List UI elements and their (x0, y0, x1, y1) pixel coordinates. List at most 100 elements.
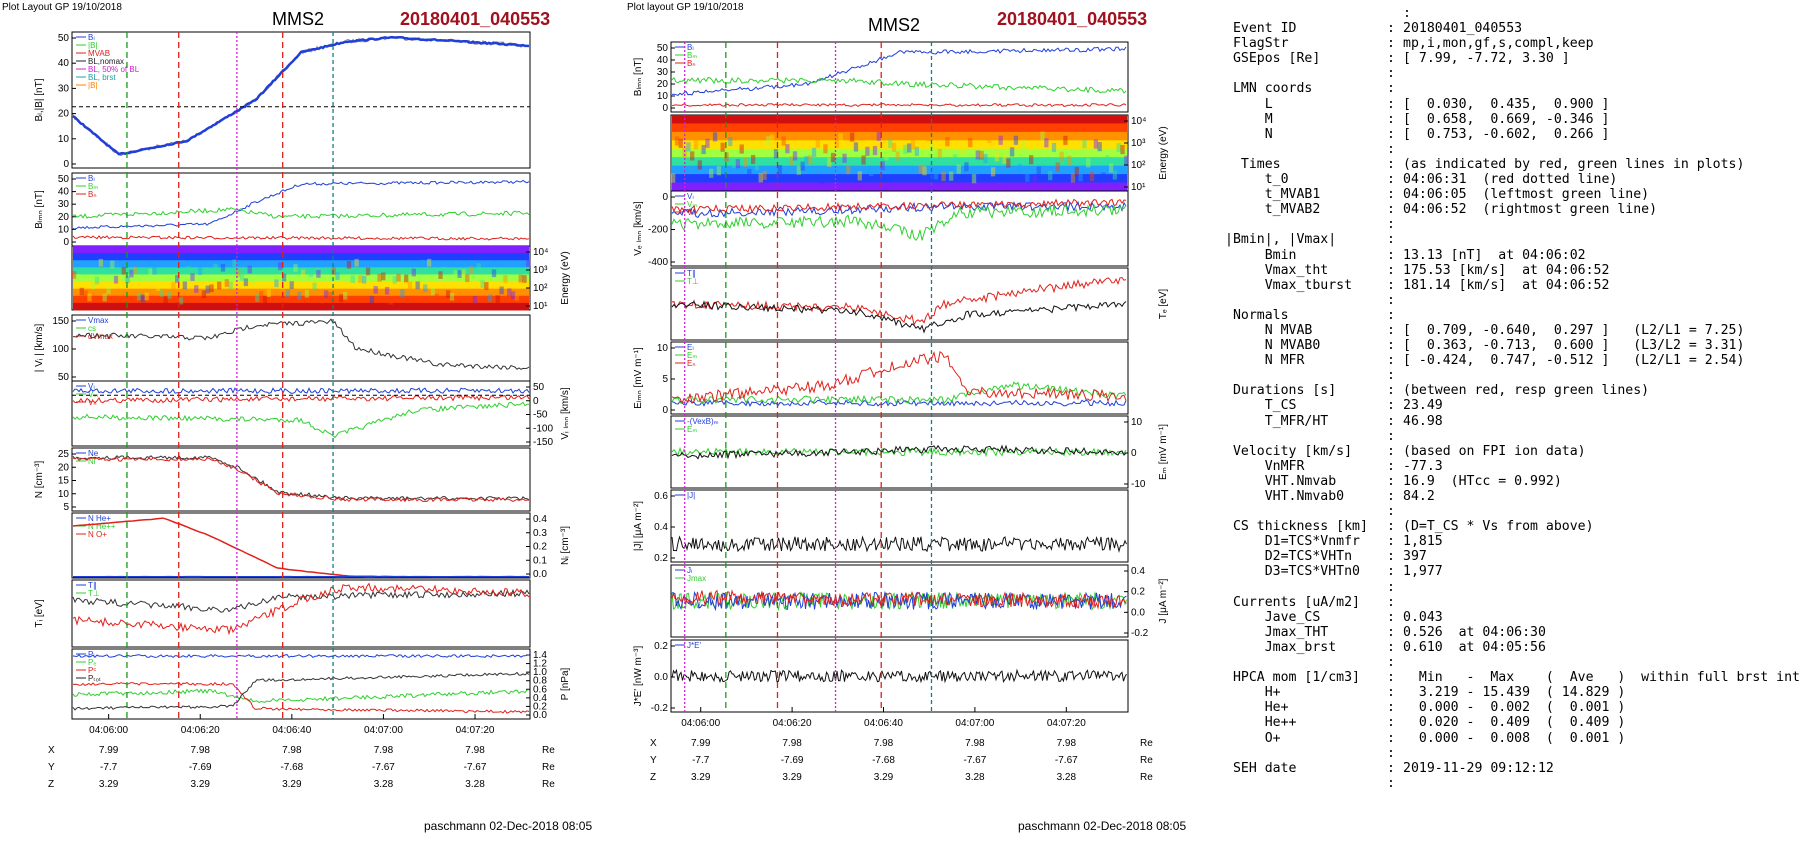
legend-entry: |B| (88, 41, 98, 50)
spectrogram-cell (419, 259, 424, 268)
info-key: H+ (1225, 685, 1281, 701)
spectrogram-cell (777, 164, 782, 175)
spectrogram-cell (922, 166, 927, 176)
legend-entry: Bₙ (88, 190, 97, 199)
info-value: -77.3 (1403, 458, 1443, 474)
trace-line (72, 387, 530, 395)
spectrogram-cell (289, 281, 294, 289)
info-colon: : (1387, 21, 1395, 37)
info-colon: : (1387, 413, 1395, 429)
spectrogram-cell (236, 269, 241, 277)
spectrogram-cell (518, 274, 523, 283)
spectrogram-cell (121, 266, 126, 275)
info-colon: : (1387, 443, 1395, 459)
info-key: Jmax_brst (1225, 639, 1337, 655)
spectrogram-cell (899, 147, 904, 157)
trace-line (671, 446, 1127, 458)
spectrogram-cell (354, 258, 359, 267)
info-value: 84.2 (1403, 489, 1435, 504)
spectrogram-cell (468, 266, 474, 275)
spectrogram-cell (247, 265, 252, 274)
spectrogram-cell (106, 286, 111, 295)
spectrogram-cell (1108, 163, 1114, 173)
spectrogram-cell (110, 260, 115, 269)
info-value: 3.219 - 15.439 ( 14.829 ) (1403, 685, 1626, 701)
spectrogram-cell (381, 272, 386, 281)
spectrogram-cell (888, 138, 893, 148)
y-tick-label: 0 (63, 159, 69, 170)
y-axis-label: J*E' [nW m⁻³] (633, 646, 644, 707)
spectrogram-band (73, 246, 529, 254)
y-tick-label: 0.2 (654, 641, 668, 652)
info-row: VHT.Nmvab:16.9 (HTcc = 0.992) (1225, 474, 1800, 489)
info-colon: : (1387, 232, 1395, 248)
spectrogram-cell (1116, 142, 1121, 153)
legend-entry: Pᵢ (88, 650, 95, 659)
spectrogram-cell (316, 270, 321, 278)
spectrogram-cell (461, 269, 466, 278)
y-tick-label: 0.0 (533, 569, 547, 580)
legend-entry: Ne (88, 449, 99, 458)
info-colon: : (1387, 307, 1395, 323)
info-key (1225, 746, 1387, 761)
info-value: 46.98 (1403, 413, 1443, 429)
spectrogram-cell (278, 262, 283, 271)
ephem-value: 7.98 (374, 745, 394, 756)
y-tick-label: 0 (1131, 448, 1137, 459)
ephem-value: 3.29 (782, 772, 802, 783)
spectrogram-cell (1013, 135, 1019, 145)
spectrogram-cell (1017, 163, 1022, 174)
info-colon: : (1387, 579, 1395, 595)
spectrogram-band (672, 123, 1127, 133)
spectrogram-cell (213, 263, 218, 272)
info-value: 16.9 (HTcc = 0.992) (1403, 473, 1562, 489)
spectrogram-cell (678, 138, 683, 148)
info-row: : (1225, 429, 1800, 444)
trace-line (671, 203, 1127, 241)
ephem-value: 3.28 (1057, 772, 1077, 783)
y-tick-label: 50 (533, 382, 545, 393)
spectrogram-cell (384, 286, 390, 295)
y-axis-label: Eₗₘₙ [mV m⁻¹] (633, 347, 644, 409)
panel-frame (670, 341, 1129, 415)
ephem-unit: Re (1140, 772, 1153, 783)
spectrogram-band (73, 274, 529, 283)
info-row: Jmax_brst:0.610 at 04:05:56 (1225, 640, 1800, 655)
info-key (1225, 66, 1387, 81)
spectrogram-cell (1120, 145, 1125, 155)
trace-line (671, 589, 1127, 610)
spectrogram-cell (998, 135, 1003, 145)
info-row: : (1225, 217, 1800, 232)
legend-entry: BL,nomax (88, 57, 124, 66)
spectrogram-cell (735, 159, 741, 169)
y-axis-label: Tₑ [eV] (1158, 289, 1169, 320)
y-tick-label: 50 (58, 174, 70, 185)
y-tick-label: 0.4 (533, 693, 547, 704)
spectrogram-cell (94, 276, 100, 285)
spectrogram-cell (1105, 155, 1110, 165)
spectrogram-cell (220, 263, 226, 272)
y-tick-label: 10² (533, 283, 548, 294)
spectrogram-cell (747, 169, 752, 179)
y-tick-label: 10³ (533, 265, 548, 276)
panel-frame (670, 415, 1129, 489)
spectrogram-cell (217, 281, 222, 290)
spectrogram-cell (293, 264, 298, 272)
info-key: N MFR (1225, 353, 1305, 369)
spectrogram-cell (342, 291, 348, 300)
spectrogram-cell (956, 164, 961, 174)
ephem-unit: Re (542, 762, 555, 773)
spectrogram-cell (819, 174, 824, 185)
y-tick-label: 30 (58, 83, 70, 94)
spectrogram-cell (1059, 151, 1064, 161)
spectrogram-cell (499, 286, 504, 295)
info-value: 1,815 (1403, 534, 1443, 550)
spectrogram-cell (709, 168, 714, 178)
ephem-value: 3.28 (374, 779, 394, 790)
y-tick-label: 10⁴ (533, 247, 548, 258)
info-key: VnMFR (1225, 458, 1305, 474)
legend-entry: Eₗ (687, 343, 694, 352)
spectrogram-cell (1028, 155, 1034, 165)
spectrogram-cell (1082, 139, 1087, 149)
